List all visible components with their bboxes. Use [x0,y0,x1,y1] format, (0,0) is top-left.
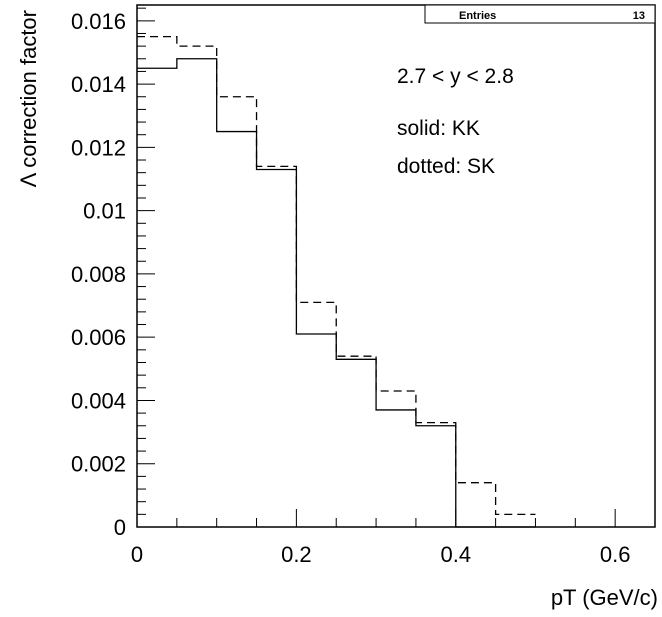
y-tick-label: 0 [114,515,126,540]
y-tick-label: 0.012 [71,135,126,160]
y-tick-labels: 0 0.002 0.004 0.006 0.008 0.01 0.012 0.014 0.016 [71,9,126,540]
annotation-dotted: dotted: SK [397,155,495,178]
stats-box: Entries 13 [424,4,656,24]
y-tick-label: 0.006 [71,325,126,350]
series-dashed-line [137,35,536,515]
stats-entries-value: 13 [633,10,645,22]
x-axis-label: pT (GeV/c) [551,585,658,610]
x-tick-label: 0 [131,542,143,567]
annotation-rapidity: 2.7 < y < 2.8 [397,65,514,88]
x-tick-labels: 0 0.2 0.4 0.6 [131,542,631,567]
y-tick-label: 0.008 [71,262,126,287]
y-tick-label: 0.004 [71,388,126,413]
annotation-solid: solid: KK [397,117,480,140]
y-axis-label: Λ correction factor [16,10,41,187]
axis-ticks [136,7,656,528]
stats-entries-label: Entries [459,10,496,22]
plot-frame [136,4,656,528]
x-tick-label: 0.6 [600,542,631,567]
y-tick-label: 0.016 [71,9,126,34]
x-tick-label: 0.4 [440,542,471,567]
x-tick-label: 0.2 [281,542,312,567]
y-tick-label: 0.002 [71,452,126,477]
series-layer [137,35,536,528]
y-tick-label: 0.01 [83,199,126,224]
y-tick-label: 0.014 [71,72,126,97]
